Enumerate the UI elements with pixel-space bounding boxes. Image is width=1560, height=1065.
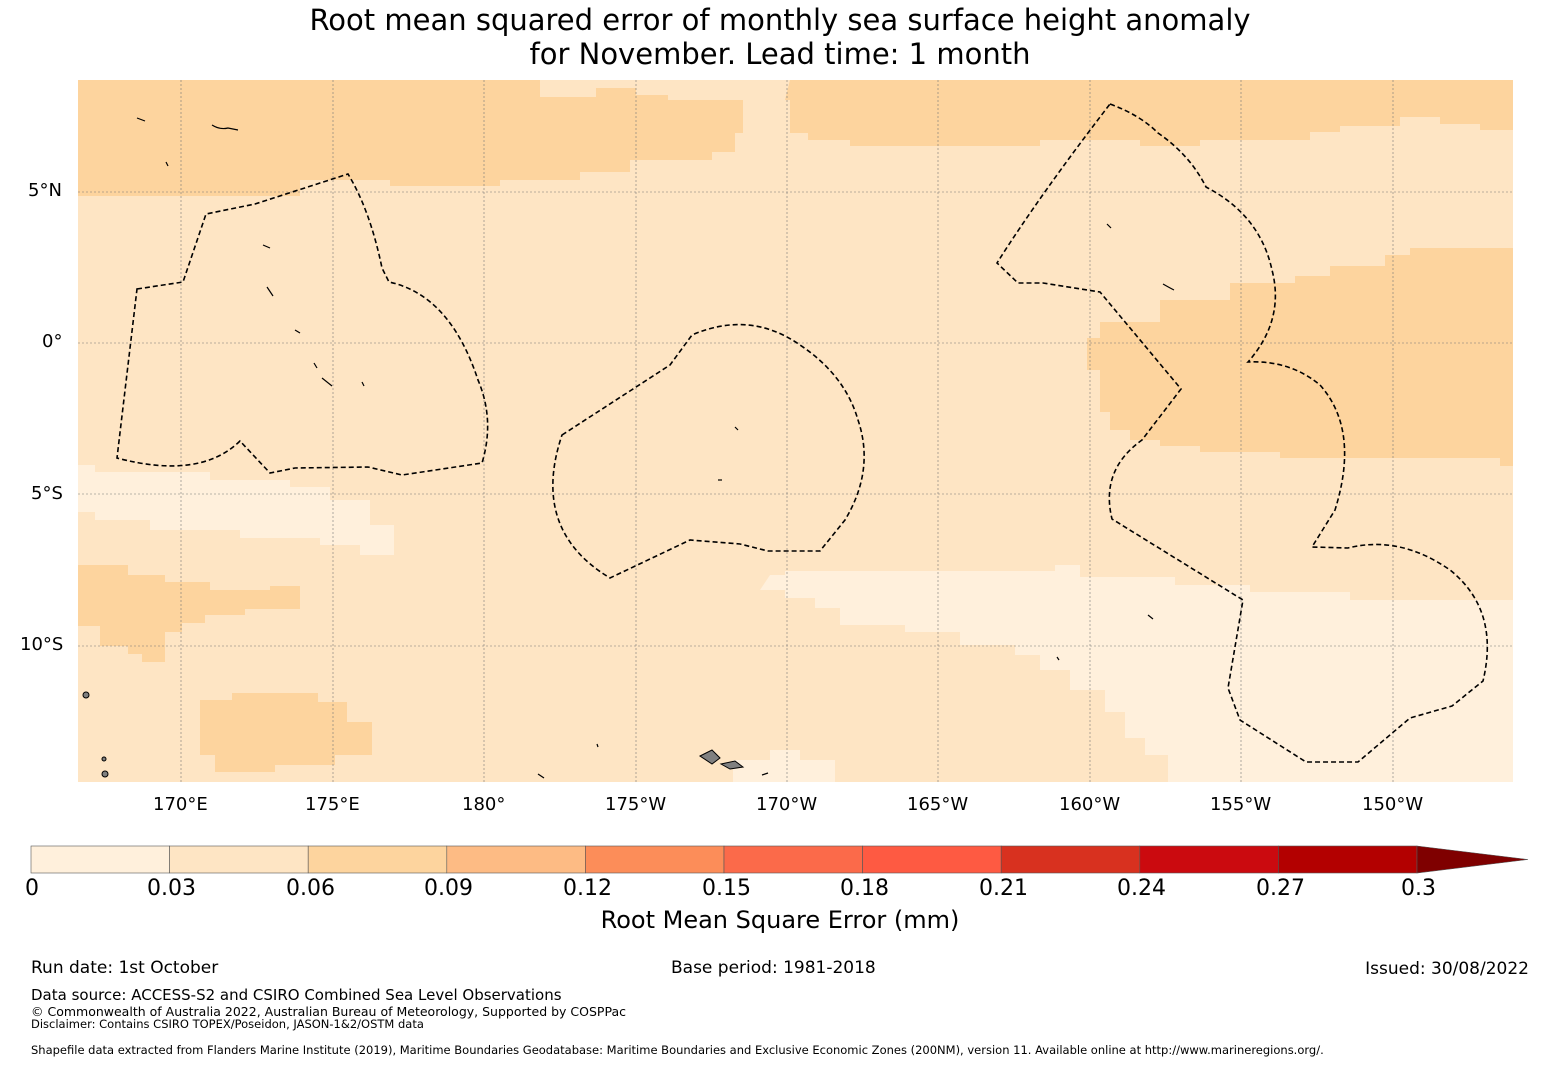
island-ellice-3 [294, 329, 301, 334]
rmse-region-light-west [78, 465, 394, 555]
island-upolu [719, 760, 745, 770]
colorbar-extend-arrow [1416, 845, 1529, 874]
island-ellice-1 [262, 244, 271, 249]
rmse-region-light-south [733, 750, 835, 782]
island-ellice-2 [266, 286, 274, 297]
colorbar-bin-4 [585, 845, 725, 874]
rmse-region-north-east [785, 80, 1513, 146]
colorbar-tick-003: 0.03 [147, 876, 196, 901]
shapefile-credit: Shapefile data extracted from Flanders M… [31, 1043, 1324, 1057]
island-outlines [136, 117, 1175, 779]
rmse-region-equatorial-east [1087, 248, 1513, 466]
colorbar-label: Root Mean Square Error (mm) [600, 906, 960, 934]
disclaimer: Disclaimer: Contains CSIRO TOPEX/Poseido… [31, 1017, 424, 1031]
colorbar-tick-012: 0.12 [563, 876, 612, 901]
base-period: Base period: 1981-2018 [671, 958, 876, 978]
island-west-3 [101, 756, 107, 762]
lat-label-10s: 10°S [20, 634, 64, 655]
colorbar-bin-8 [1139, 845, 1279, 874]
rmse-region-south-west [78, 565, 300, 662]
island-line-2 [1162, 283, 1175, 291]
colorbar [30, 845, 1529, 874]
island-tarawa [211, 124, 239, 131]
graticule [78, 80, 1513, 782]
island-north-1 [136, 117, 146, 122]
island-ellice-4 [313, 362, 318, 369]
lon-label-170e: 170°E [153, 794, 208, 815]
copyright: © Commonwealth of Australia 2022, Austra… [31, 1004, 626, 1019]
lon-label-150w: 150°W [1362, 794, 1424, 815]
island-south-4 [1056, 656, 1060, 661]
colorbar-tick-0: 0 [25, 876, 39, 901]
colorbar-bin-9 [1278, 845, 1418, 874]
island-west-1 [82, 691, 90, 699]
colorbar-tick-015: 0.15 [702, 876, 751, 901]
colorbar-tick-021: 0.21 [979, 876, 1028, 901]
island-savaii [699, 749, 721, 765]
lat-label-5s: 5°S [31, 483, 63, 504]
island-phoenix-1 [734, 426, 739, 431]
colorbar-bin-3 [446, 845, 586, 874]
colorbar-bin-7 [1000, 845, 1141, 874]
lon-label-165w: 165°W [907, 794, 969, 815]
colorbar-tick-027: 0.27 [1256, 876, 1305, 901]
island-south-3 [761, 772, 769, 776]
colorbar-bin-0 [30, 845, 170, 874]
lon-label-160w: 160°W [1059, 794, 1121, 815]
rmse-map [78, 80, 1513, 782]
lon-label-175w: 175°W [605, 794, 667, 815]
colorbar-tick-03: 0.3 [1401, 876, 1436, 901]
data-source: Data source: ACCESS-S2 and CSIRO Combine… [31, 986, 562, 1004]
island-line-1 [1106, 223, 1112, 229]
eez-boundary-kiribati-line [995, 103, 1489, 763]
island-west-2 [101, 770, 109, 778]
rmse-region-light-east [760, 565, 1513, 782]
island-ellice-6 [361, 381, 365, 387]
colorbar-bin-5 [723, 845, 863, 874]
lat-label-5n: 5°N [28, 180, 62, 201]
islands [82, 691, 745, 778]
island-south-2 [537, 773, 545, 779]
issued-date: Issued: 30/08/2022 [1365, 959, 1529, 979]
lon-label-155w: 155°W [1210, 794, 1272, 815]
chart-title-line-1: Root mean squared error of monthly sea s… [309, 3, 1251, 37]
colorbar-bin-2 [307, 845, 448, 874]
island-ellice-5 [321, 377, 333, 387]
colorbar-tick-024: 0.24 [1117, 876, 1166, 901]
colorbar-bin-1 [169, 845, 309, 874]
colorbar-tick-018: 0.18 [840, 876, 889, 901]
colorbar-tick-006: 0.06 [286, 876, 335, 901]
run-date: Run date: 1st October [31, 958, 219, 978]
colorbar-bin-6 [862, 845, 1002, 874]
colorbar-tick-009: 0.09 [424, 876, 473, 901]
lon-label-180: 180° [462, 794, 506, 815]
eez-boundary-tuvalu [116, 173, 489, 476]
chart-title-line-2: for November. Lead time: 1 month [529, 37, 1031, 71]
rmse-region-north-west [78, 80, 743, 196]
rmse-region-south-lower [200, 693, 372, 772]
lat-label-0: 0° [42, 331, 63, 352]
island-north-2 [165, 161, 169, 167]
island-line-3 [1147, 614, 1154, 620]
lon-label-175e: 175°E [305, 794, 360, 815]
island-south-1 [596, 743, 599, 748]
lon-label-170w: 170°W [756, 794, 818, 815]
